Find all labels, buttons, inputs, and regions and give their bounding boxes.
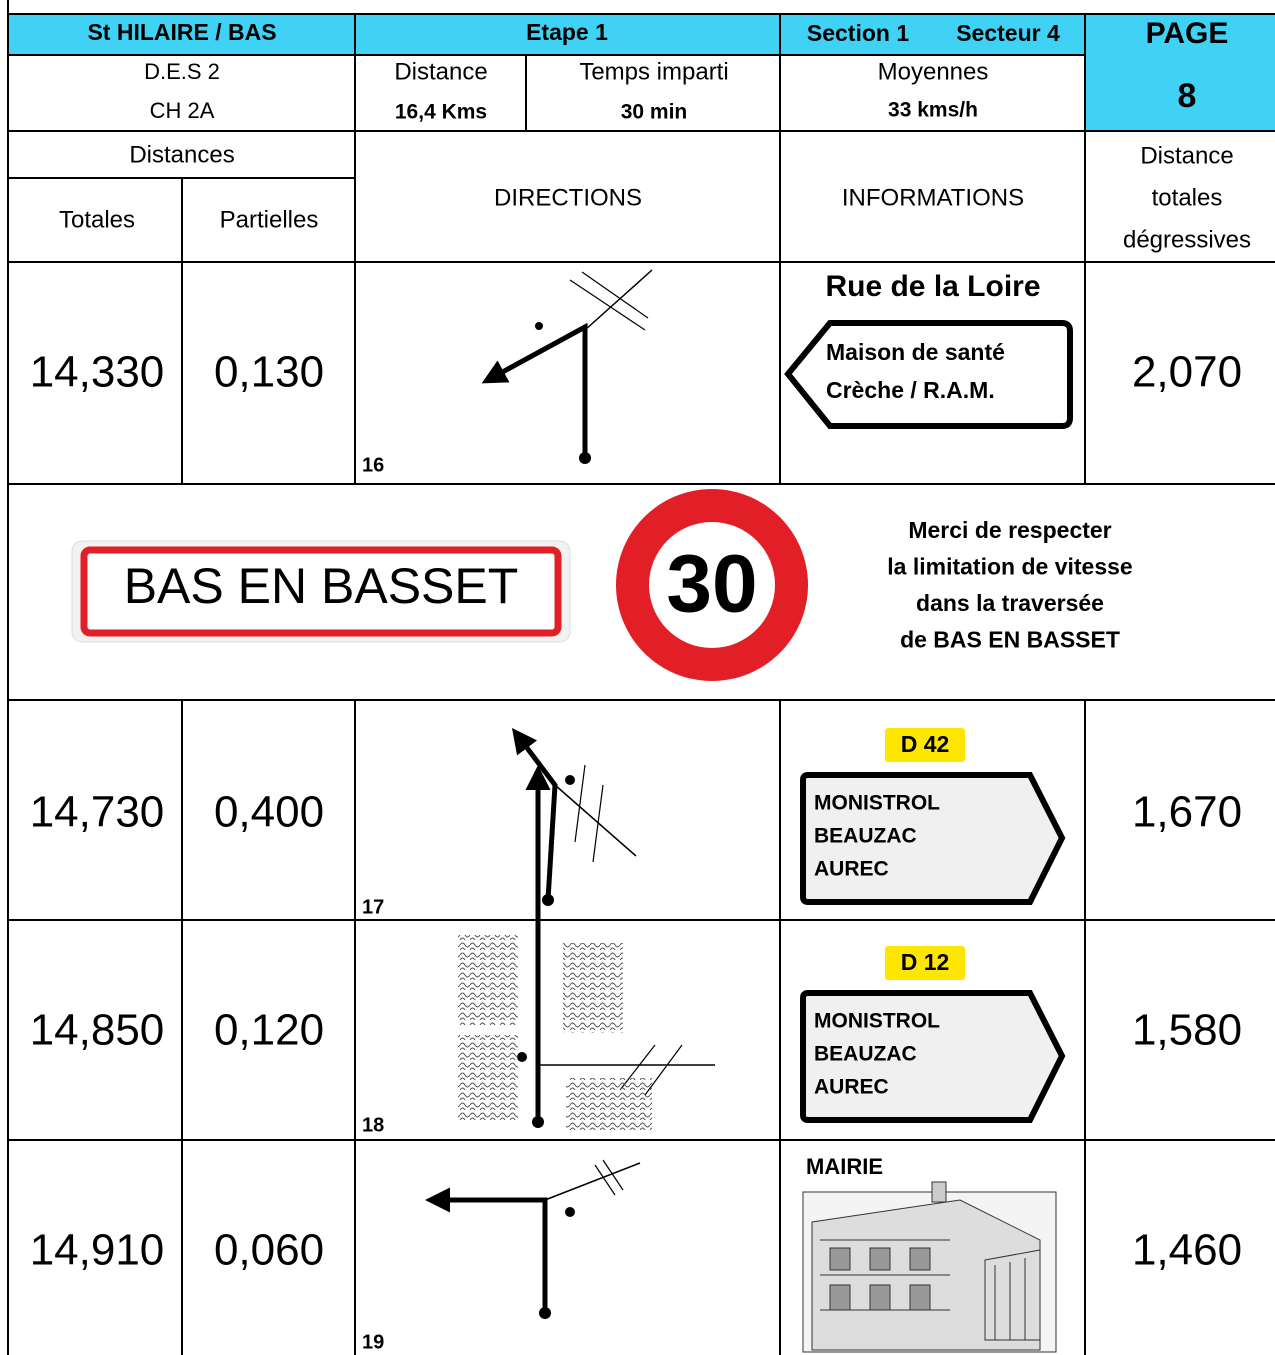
partial-distance: 0,060 xyxy=(214,1226,324,1275)
col-remaining: dégressives xyxy=(1123,226,1251,253)
col-totals: Totales xyxy=(59,206,135,233)
road-number: D 42 xyxy=(901,731,950,757)
average-label: Moyennes xyxy=(878,58,989,85)
remaining-distance: 1,580 xyxy=(1132,1006,1242,1055)
average-value: 33 kms/h xyxy=(888,99,978,122)
total-distance: 14,730 xyxy=(30,788,165,837)
col-informations: INFORMATIONS xyxy=(842,184,1024,211)
remaining-distance: 2,070 xyxy=(1132,348,1242,397)
total-distance: 14,910 xyxy=(30,1226,165,1275)
partial-distance: 0,130 xyxy=(214,348,324,397)
page-number: 8 xyxy=(1178,77,1197,115)
total-distance: 14,330 xyxy=(30,348,165,397)
town-sign xyxy=(71,540,571,643)
col-partials: Partielles xyxy=(220,206,319,233)
des: D.E.S 2 xyxy=(144,59,220,84)
info-title: Rue de la Loire xyxy=(825,270,1040,303)
page-fill xyxy=(1085,14,1275,131)
town-name: BAS EN BASSET xyxy=(124,558,519,614)
col-distances: Distances xyxy=(129,141,234,168)
direction-sign xyxy=(784,320,1073,429)
total-distance: 14,850 xyxy=(30,1006,165,1055)
sector: Secteur 4 xyxy=(956,20,1060,46)
sign-line: AUREC xyxy=(814,1076,889,1099)
section: Section 1 xyxy=(807,20,909,46)
table-borders xyxy=(7,0,1275,1355)
route-title: St HILAIRE / BAS xyxy=(87,19,276,45)
remaining-distance: 1,670 xyxy=(1132,788,1242,837)
sign-line: MONISTROL xyxy=(814,1010,940,1033)
step-number: 18 xyxy=(362,1114,384,1136)
sign-line: Maison de santé xyxy=(826,339,1005,365)
banner-message: Merci de respecter xyxy=(908,517,1111,543)
speed-sign xyxy=(616,489,808,681)
step-number: 17 xyxy=(362,896,384,918)
col-remaining: totales xyxy=(1152,184,1223,211)
col-directions: DIRECTIONS xyxy=(494,184,642,211)
partial-distance: 0,120 xyxy=(214,1006,324,1055)
speed-limit: 30 xyxy=(666,539,757,630)
step-number: 16 xyxy=(362,454,384,476)
time-value: 30 min xyxy=(621,101,688,124)
direction-sign xyxy=(800,728,1066,905)
col-remaining: Distance xyxy=(1140,142,1233,169)
direction-sign xyxy=(800,946,1066,1123)
banner-message: de BAS EN BASSET xyxy=(900,627,1120,653)
sign-line: MONISTROL xyxy=(814,792,940,815)
distance-label: Distance xyxy=(394,58,487,85)
distance-value: 16,4 Kms xyxy=(395,101,487,124)
remaining-distance: 1,460 xyxy=(1132,1226,1242,1275)
stage: Etape 1 xyxy=(526,19,608,45)
ch: CH 2A xyxy=(150,98,215,123)
info-title: MAIRIE xyxy=(806,1154,883,1179)
time-label: Temps imparti xyxy=(579,58,728,85)
sign-line: AUREC xyxy=(814,858,889,881)
banner-message: dans la traversée xyxy=(916,590,1104,616)
step-number: 19 xyxy=(362,1331,384,1353)
page-label: PAGE xyxy=(1146,17,1229,50)
header-fill xyxy=(8,14,1085,55)
sign-line: BEAUZAC xyxy=(814,825,917,848)
sign-line: Crèche / R.A.M. xyxy=(826,377,995,403)
sign-line: BEAUZAC xyxy=(814,1043,917,1066)
banner-message: la limitation de vitesse xyxy=(887,554,1132,580)
town-hall-image xyxy=(802,1181,1057,1353)
partial-distance: 0,400 xyxy=(214,788,324,837)
road-number: D 12 xyxy=(901,949,950,975)
direction-diagrams xyxy=(425,269,715,1319)
